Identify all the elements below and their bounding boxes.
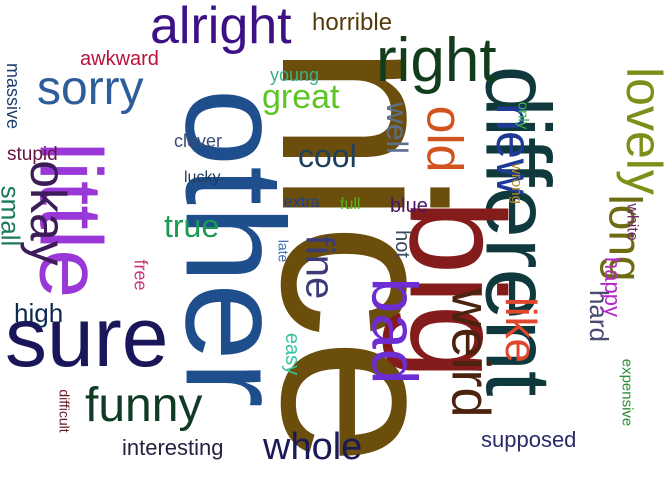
word-cool: cool bbox=[298, 138, 357, 174]
word-massive: massive bbox=[3, 62, 24, 130]
word-expensive: expensive bbox=[618, 358, 636, 427]
word-sure: sure bbox=[5, 290, 169, 384]
word-supposed: supposed bbox=[481, 427, 577, 452]
word-high: high bbox=[14, 298, 64, 328]
word-okay: okay bbox=[19, 160, 76, 266]
word-difficult: difficult bbox=[56, 389, 73, 433]
word-old: old bbox=[416, 105, 473, 173]
word-awkward: awkward bbox=[80, 48, 159, 70]
word-clever: clever bbox=[174, 131, 223, 151]
word-blue: blue bbox=[390, 195, 428, 217]
word-whole: whole bbox=[263, 426, 363, 468]
word-wrong: wrong bbox=[507, 163, 525, 204]
word-only: only bbox=[514, 101, 532, 130]
word-alright: alright bbox=[150, 0, 292, 55]
word-fine: fine bbox=[297, 234, 342, 300]
word-weird: weird bbox=[440, 288, 501, 418]
word-hot: hot bbox=[390, 230, 413, 258]
word-easy: easy bbox=[281, 332, 304, 376]
word-small: small bbox=[0, 185, 26, 247]
word-like: like bbox=[496, 296, 546, 364]
word-funny: funny bbox=[85, 379, 203, 432]
word-extra: extra bbox=[284, 194, 320, 211]
word-great: great bbox=[262, 78, 340, 116]
word-happy: happy bbox=[599, 257, 625, 317]
word-full: full bbox=[340, 196, 361, 213]
word-right: right bbox=[376, 26, 497, 95]
word-late: late bbox=[275, 239, 292, 263]
word-true: true bbox=[164, 208, 220, 244]
word-bad: bad bbox=[358, 277, 431, 385]
word-free: free bbox=[130, 259, 151, 291]
word-horrible: horrible bbox=[312, 9, 393, 36]
word-sorry: sorry bbox=[37, 62, 144, 115]
word-stupid: stupid bbox=[7, 144, 58, 165]
word-well: well bbox=[379, 102, 413, 154]
word-young: young bbox=[270, 65, 320, 85]
word-lovely: lovely bbox=[615, 67, 672, 195]
word-lucky: lucky bbox=[184, 169, 221, 186]
word-white: white bbox=[623, 203, 641, 241]
word-interesting: interesting bbox=[122, 435, 224, 460]
